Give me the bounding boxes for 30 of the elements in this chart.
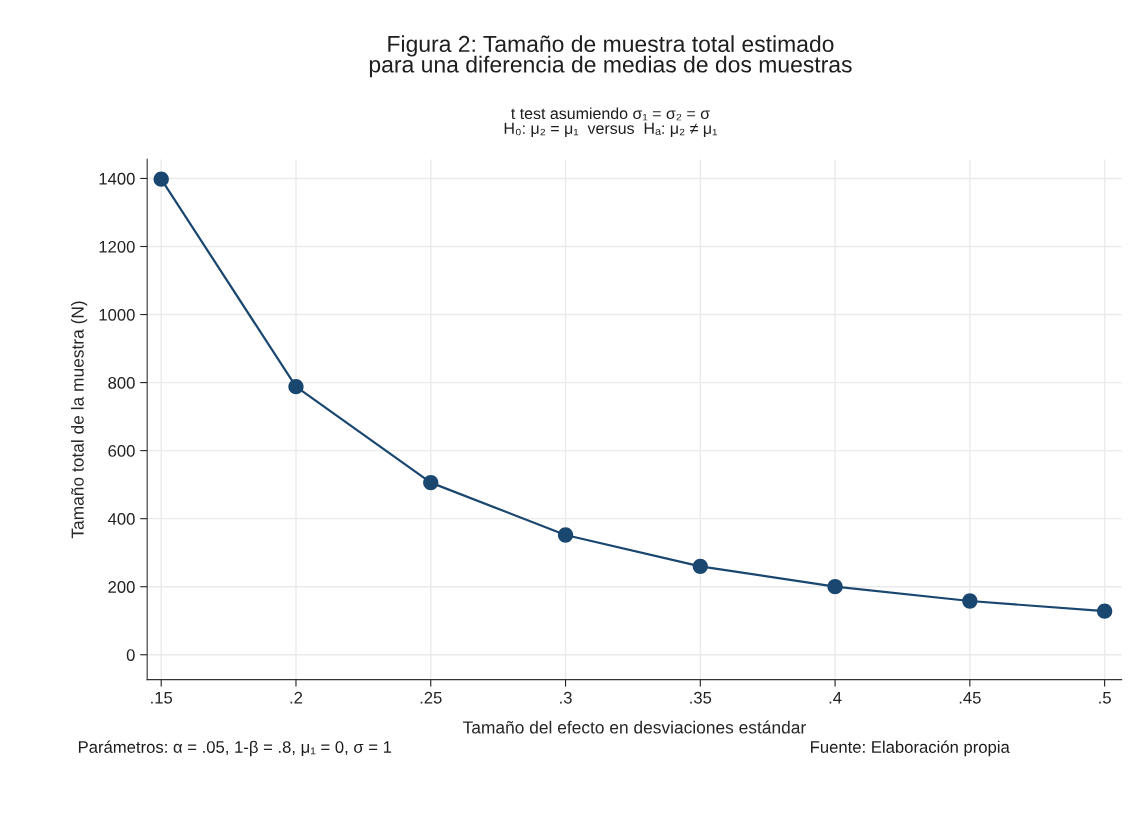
x-tick-label: .4 <box>829 692 842 704</box>
y-tick-label: 600 <box>108 445 135 457</box>
y-tick-label: 1000 <box>99 308 135 321</box>
chart-title: Figura 2: Tamaño de muestra total estimado para una diferencia de medias de dos muestras <box>369 35 852 78</box>
point <box>1096 603 1113 619</box>
x-tick-label: .45 <box>959 692 981 704</box>
y-tick-label: 1200 <box>99 240 135 253</box>
x-tick-label: .35 <box>690 691 712 704</box>
y-tick-label: 200 <box>108 581 135 593</box>
source-note: Fuente: Elaboración propia <box>811 740 1010 757</box>
y-tick-label: 400 <box>107 513 135 525</box>
y-tick-label: 800 <box>108 376 135 389</box>
point <box>557 527 574 543</box>
point <box>962 593 978 609</box>
point <box>692 558 708 574</box>
y-tick-label: 1400 <box>99 172 135 185</box>
x-tick-label: .25 <box>420 691 442 704</box>
text: Parámetros: α = .05, 1-β = .8, μ₁ = 0, σ = 1 <box>78 740 392 757</box>
y-axis-title: Tamaño total de la muestra (N) <box>71 301 88 539</box>
point <box>153 171 169 187</box>
point <box>827 579 843 595</box>
point <box>288 379 304 395</box>
x-tick-label: .5 <box>1099 692 1111 704</box>
x-tick-label: .2 <box>290 691 303 704</box>
point <box>423 474 439 491</box>
x-tick-label: .3 <box>560 691 572 704</box>
y-tick-label: 0 <box>126 649 135 661</box>
chart-subtitle: t test asumiendo σ₁ = σ₂ = σ H₀: μ₂ = μ₁ versus Hₐ: μ₂ ≠ μ₁ <box>504 107 718 137</box>
x-tick-label: .15 <box>151 692 173 704</box>
x-axis-title: Tamaño del efecto en desviaciones estándar <box>463 720 806 734</box>
